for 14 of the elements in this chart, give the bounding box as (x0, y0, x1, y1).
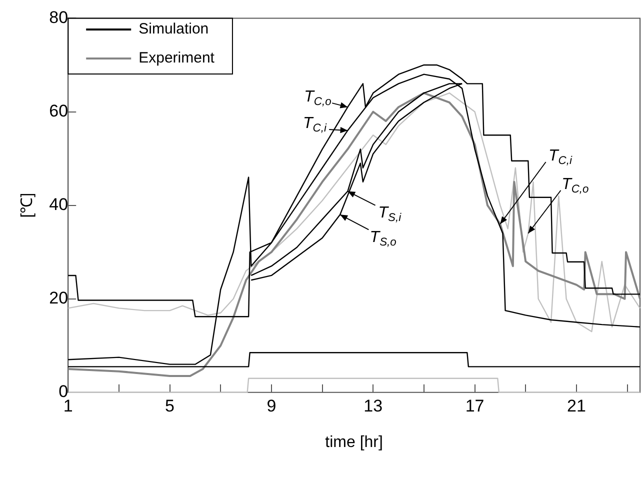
x-tick-label: 5 (165, 396, 175, 416)
y-tick-label: 20 (49, 288, 68, 308)
x-tick-label: 21 (566, 396, 586, 416)
x-tick-label: 9 (266, 396, 276, 416)
y-tick-label: 80 (49, 8, 68, 27)
legend-label: Experiment (138, 50, 216, 67)
x-axis-title: time [hr] (325, 434, 383, 451)
x-tick-label: 17 (465, 396, 484, 416)
y-tick-label: 40 (49, 194, 68, 214)
legend-label: Simulation (138, 20, 209, 38)
y-tick-label: 60 (49, 101, 68, 120)
x-tick-label: 13 (364, 396, 383, 416)
y-axis-title: [℃] (19, 192, 36, 218)
x-tick-label: 1 (63, 396, 73, 416)
